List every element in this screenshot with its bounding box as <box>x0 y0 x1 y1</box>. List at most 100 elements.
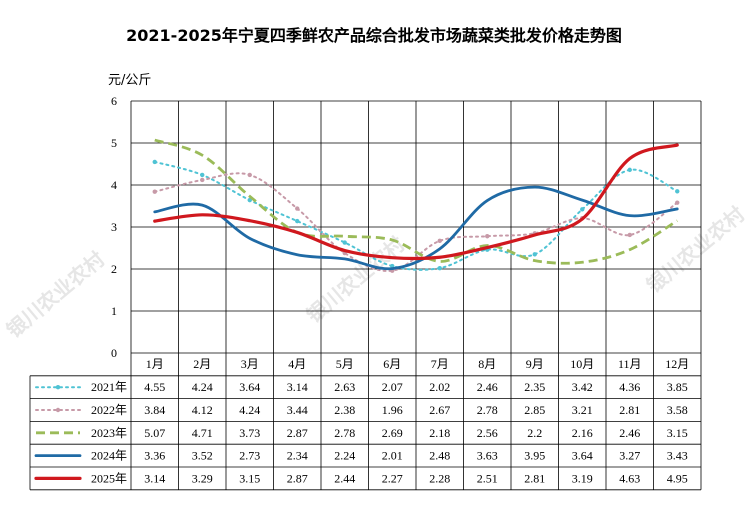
data-point <box>247 172 252 178</box>
data-label: 2.44 <box>334 471 355 485</box>
y-axis-ticks: 0 1 2 3 4 5 6 <box>111 94 117 360</box>
series-line-2025年 <box>153 143 679 261</box>
data-label: 3.95 <box>524 449 545 463</box>
data-label: 2.67 <box>429 403 450 417</box>
y-tick-label: 6 <box>111 94 117 108</box>
data-label: 4.71 <box>192 426 213 440</box>
data-label: 2.02 <box>429 380 450 394</box>
data-label: 3.64 <box>239 380 260 394</box>
data-label: 2.28 <box>429 471 450 485</box>
y-axis-label: 元/公斤 <box>108 73 151 88</box>
data-label: 2.56 <box>477 426 498 440</box>
x-tick-label: 1月 <box>146 357 164 371</box>
x-tick-label: 11月 <box>618 357 642 371</box>
data-label: 3.73 <box>239 426 260 440</box>
data-point <box>675 200 680 205</box>
data-label: 3.85 <box>667 380 688 394</box>
y-tick-label: 3 <box>111 220 117 234</box>
watermark-text: 银川农业农村 <box>642 202 748 298</box>
data-point <box>532 252 537 257</box>
x-tick-label: 12月 <box>665 357 689 371</box>
data-label: 3.64 <box>572 449 593 463</box>
data-point <box>675 189 680 194</box>
y-tick-label: 0 <box>111 346 117 360</box>
data-label: 2.81 <box>524 471 545 485</box>
data-point <box>580 207 585 212</box>
data-point <box>342 240 347 245</box>
data-label: 3.15 <box>667 426 688 440</box>
data-label: 3.43 <box>667 449 688 463</box>
y-tick-label: 2 <box>111 262 117 276</box>
watermark-text: 银川农业农村 <box>2 247 109 343</box>
x-tick-label: 6月 <box>383 357 401 371</box>
data-label: 3.14 <box>144 471 165 485</box>
data-table: 1月 2月 3月 4月 5月 6月 7月 8月 9月 10月 11月 12月 2021年 4.55 4.24… <box>29 353 702 491</box>
data-point <box>152 189 157 194</box>
data-label: 4.36 <box>619 380 640 394</box>
data-label: 2.73 <box>239 449 260 463</box>
data-point <box>437 238 442 244</box>
data-label: 2.69 <box>382 426 403 440</box>
chart-title: 2021-2025年宁夏四季鲜农产品综合批发市场蔬菜类批发价格走势图 <box>126 26 622 45</box>
data-label: 2.27 <box>382 471 403 485</box>
legend-label: 2025年 <box>91 471 127 485</box>
data-label: 4.63 <box>619 471 640 485</box>
data-label: 2.48 <box>429 449 450 463</box>
data-label: 3.63 <box>477 449 498 463</box>
watermark-text: 银川农业农村 <box>302 232 409 328</box>
data-point <box>200 177 205 183</box>
data-label: 4.12 <box>192 403 213 417</box>
data-point <box>437 265 442 271</box>
data-label: 2.81 <box>619 403 640 417</box>
data-label: 4.24 <box>192 380 213 394</box>
data-point <box>627 232 632 238</box>
data-label: 2.01 <box>382 449 403 463</box>
data-label: 2.46 <box>477 380 498 394</box>
series-line-2021年 <box>153 160 679 271</box>
data-label: 3.44 <box>287 403 308 417</box>
data-point <box>152 159 157 165</box>
data-label: 2.46 <box>619 426 640 440</box>
data-label: 2.78 <box>477 403 498 417</box>
y-tick-label: 5 <box>111 136 117 150</box>
data-label: 5.07 <box>144 426 165 440</box>
data-label: 4.55 <box>144 380 165 394</box>
data-label: 3.19 <box>572 471 593 485</box>
data-label: 2.35 <box>524 380 545 394</box>
data-label: 3.29 <box>192 471 213 485</box>
data-label: 2.16 <box>572 426 593 440</box>
data-label: 1.96 <box>382 403 403 417</box>
legend-marker <box>55 407 61 413</box>
data-point <box>627 167 632 173</box>
data-label: 2.07 <box>382 380 403 394</box>
data-label: 3.15 <box>239 471 260 485</box>
data-label: 4.95 <box>667 471 688 485</box>
data-point <box>295 206 300 211</box>
data-label: 2.24 <box>334 449 355 463</box>
series-lines <box>152 138 680 273</box>
data-point <box>485 234 490 239</box>
data-label: 2.38 <box>334 403 355 417</box>
x-tick-label: 8月 <box>478 357 496 371</box>
data-label: 2.87 <box>287 471 308 485</box>
data-label: 3.84 <box>144 403 165 417</box>
data-label: 3.27 <box>619 449 640 463</box>
data-label: 2.2 <box>527 426 542 440</box>
legend-label: 2022年 <box>91 403 127 417</box>
x-tick-label: 7月 <box>431 357 449 371</box>
data-point <box>200 172 205 178</box>
data-label: 2.87 <box>287 426 308 440</box>
legend-label: 2023年 <box>91 426 127 440</box>
data-label: 3.21 <box>572 403 593 417</box>
x-tick-label: 9月 <box>526 357 544 371</box>
data-label: 2.51 <box>477 471 498 485</box>
legend-label: 2024年 <box>91 449 127 463</box>
x-tick-label: 10月 <box>570 357 594 371</box>
data-label: 3.42 <box>572 380 593 394</box>
data-label: 3.14 <box>287 380 308 394</box>
data-label: 3.52 <box>192 449 213 463</box>
x-tick-label: 3月 <box>241 357 259 371</box>
legend-label: 2021年 <box>91 380 127 394</box>
series-line-2023年 <box>154 138 678 265</box>
